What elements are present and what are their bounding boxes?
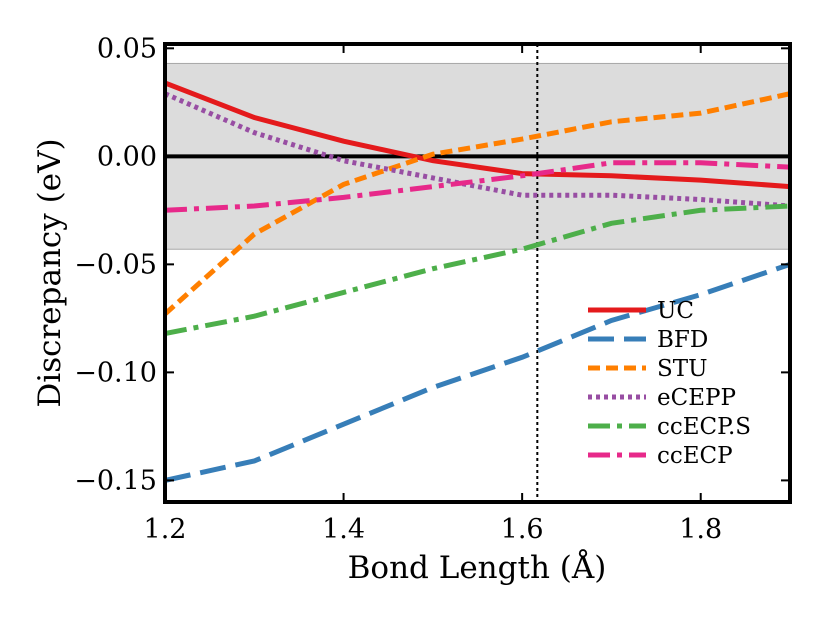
legend-label-stu: STU <box>657 356 707 382</box>
x-tick-label: 1.2 <box>144 514 187 545</box>
y-axis-label: Discrepancy (eV) <box>32 138 68 407</box>
legend: UC BFD STU eCEPP ccECP.S ccECP <box>588 298 751 469</box>
x-tick-label: 1.4 <box>322 514 365 545</box>
y-tick-label: −0.05 <box>74 249 157 280</box>
plot-frame <box>163 42 792 504</box>
series-line-stu <box>165 91 790 316</box>
legend-label-ecepp: eCEPP <box>657 385 736 411</box>
legend-label-uc: UC <box>657 298 694 324</box>
x-tick-label: 1.8 <box>679 514 722 545</box>
legend-label-ccecp-s: ccECP.S <box>657 414 751 440</box>
series-line-ecepp <box>165 91 790 209</box>
y-tick-label: 0.05 <box>97 33 157 64</box>
x-axis-label: Bond Length (Å) <box>348 548 607 586</box>
x-tick-label: 1.6 <box>501 514 544 545</box>
series-line-ccecp <box>165 160 790 213</box>
series-line-bfd <box>165 262 790 483</box>
y-tick-label: 0.00 <box>97 141 157 172</box>
y-tick-label: −0.15 <box>74 465 157 496</box>
legend-label-ccecp: ccECP <box>657 443 733 469</box>
series-line-uc <box>165 80 790 190</box>
y-tick-label: −0.10 <box>74 357 157 388</box>
legend-label-bfd: BFD <box>657 327 708 353</box>
series-line-ccecp-s <box>165 203 790 336</box>
